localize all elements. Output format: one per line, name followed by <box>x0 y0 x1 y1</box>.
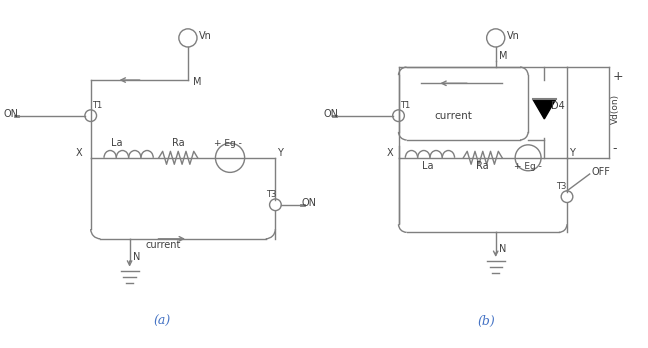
Text: T3: T3 <box>555 182 566 191</box>
Text: M: M <box>193 77 202 87</box>
Text: OFF: OFF <box>591 167 610 177</box>
Text: + Eg -: + Eg - <box>513 162 542 171</box>
Text: Y: Y <box>277 148 283 158</box>
Text: Vn: Vn <box>199 31 212 41</box>
Text: (a): (a) <box>154 315 170 328</box>
Text: Y: Y <box>569 148 575 158</box>
Text: La: La <box>422 161 434 171</box>
Text: Vn: Vn <box>507 31 520 41</box>
Text: X: X <box>76 148 83 158</box>
Text: Vd(on): Vd(on) <box>610 94 619 124</box>
Text: T3: T3 <box>266 190 276 199</box>
Text: T1: T1 <box>92 101 102 110</box>
Text: ON: ON <box>302 198 317 208</box>
Text: current: current <box>435 111 472 121</box>
Text: -: - <box>612 142 617 155</box>
Text: N: N <box>499 244 506 254</box>
Text: X: X <box>388 148 394 158</box>
Text: M: M <box>499 51 507 61</box>
Polygon shape <box>533 100 555 119</box>
Text: current: current <box>146 240 181 250</box>
Text: +: + <box>612 70 623 83</box>
Text: (b): (b) <box>477 315 495 328</box>
Text: T1: T1 <box>400 101 410 110</box>
Text: La: La <box>111 139 122 149</box>
Text: + Eg -: + Eg - <box>214 140 242 149</box>
Text: Ra: Ra <box>476 161 489 171</box>
Text: Ra: Ra <box>172 139 185 149</box>
Text: D4: D4 <box>551 101 564 111</box>
Text: ON: ON <box>324 109 339 119</box>
Text: N: N <box>133 252 140 262</box>
Text: ON: ON <box>3 109 18 119</box>
